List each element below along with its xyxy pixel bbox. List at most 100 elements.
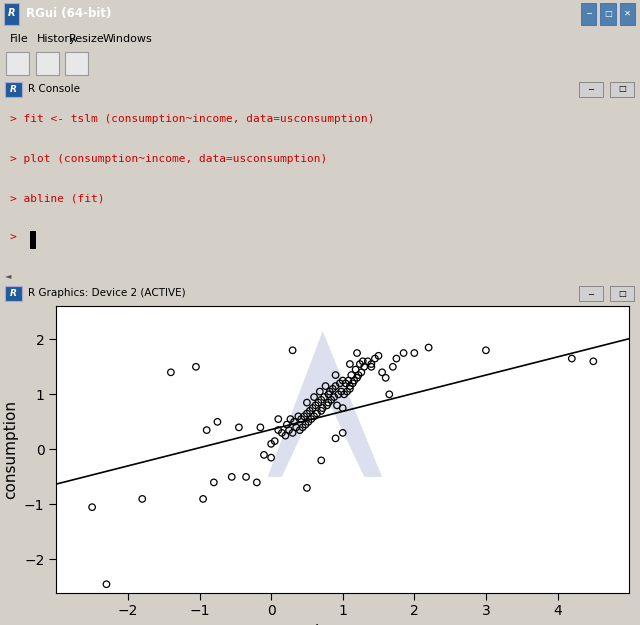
Point bbox=[191, 362, 201, 372]
Point bbox=[302, 483, 312, 493]
Point bbox=[308, 403, 318, 413]
Point bbox=[255, 422, 266, 432]
Point bbox=[321, 381, 331, 391]
FancyBboxPatch shape bbox=[579, 82, 603, 96]
Point bbox=[293, 411, 303, 421]
Point bbox=[409, 348, 419, 358]
Point bbox=[338, 376, 348, 386]
Point bbox=[316, 406, 326, 416]
FancyBboxPatch shape bbox=[6, 52, 29, 75]
Text: □: □ bbox=[604, 9, 612, 18]
Point bbox=[363, 356, 373, 366]
FancyBboxPatch shape bbox=[5, 286, 22, 301]
Point bbox=[306, 414, 316, 424]
Text: □: □ bbox=[618, 289, 626, 298]
Text: > abline (fit): > abline (fit) bbox=[10, 193, 104, 203]
Point bbox=[198, 494, 208, 504]
Point bbox=[312, 409, 322, 419]
FancyBboxPatch shape bbox=[36, 52, 59, 75]
Point bbox=[313, 398, 323, 408]
Text: History: History bbox=[37, 34, 77, 44]
Point bbox=[289, 417, 299, 427]
Point bbox=[424, 342, 434, 352]
Point bbox=[329, 392, 339, 402]
Point bbox=[166, 368, 176, 378]
Point bbox=[330, 381, 340, 391]
FancyBboxPatch shape bbox=[4, 2, 19, 25]
Point bbox=[330, 370, 340, 380]
Point bbox=[359, 362, 369, 372]
Text: R Console: R Console bbox=[28, 84, 80, 94]
Point bbox=[399, 348, 409, 358]
Point bbox=[284, 425, 294, 435]
Polygon shape bbox=[268, 331, 382, 477]
Point bbox=[309, 411, 319, 421]
Text: >: > bbox=[10, 232, 23, 242]
Point bbox=[294, 425, 305, 435]
Point bbox=[391, 354, 401, 364]
Point bbox=[333, 389, 344, 399]
Point bbox=[209, 478, 219, 488]
Point bbox=[276, 428, 287, 438]
Point bbox=[326, 395, 337, 405]
Point bbox=[291, 422, 301, 432]
Point bbox=[322, 401, 332, 411]
Point bbox=[588, 356, 598, 366]
Text: R Graphics: Device 2 (ACTIVE): R Graphics: Device 2 (ACTIVE) bbox=[28, 288, 186, 298]
Bar bbox=[30, 231, 35, 249]
Point bbox=[567, 354, 577, 364]
Text: □: □ bbox=[618, 84, 626, 94]
Point bbox=[366, 362, 376, 372]
Point bbox=[332, 401, 342, 411]
Point bbox=[336, 387, 346, 397]
Point bbox=[346, 370, 356, 380]
Point bbox=[345, 381, 355, 391]
Point bbox=[373, 351, 383, 361]
Point bbox=[316, 395, 326, 405]
Point bbox=[323, 389, 333, 399]
Point bbox=[366, 359, 376, 369]
X-axis label: income: income bbox=[315, 624, 371, 625]
Point bbox=[351, 364, 361, 374]
Point bbox=[381, 372, 391, 382]
FancyBboxPatch shape bbox=[600, 2, 616, 25]
Point bbox=[384, 389, 394, 399]
Point bbox=[234, 422, 244, 432]
Point bbox=[309, 392, 319, 402]
Point bbox=[345, 359, 355, 369]
Text: ─: ─ bbox=[589, 289, 593, 298]
Point bbox=[348, 378, 358, 388]
Point bbox=[319, 392, 329, 402]
Text: R: R bbox=[10, 289, 17, 298]
Point bbox=[328, 384, 338, 394]
Point bbox=[310, 401, 321, 411]
Text: ◄: ◄ bbox=[5, 271, 12, 280]
Point bbox=[282, 419, 292, 429]
Text: ─: ─ bbox=[586, 9, 591, 18]
Text: R: R bbox=[8, 8, 15, 18]
Point bbox=[342, 387, 352, 397]
Point bbox=[358, 356, 368, 366]
FancyBboxPatch shape bbox=[579, 286, 603, 301]
Text: R: R bbox=[10, 84, 17, 94]
Point bbox=[338, 403, 348, 413]
Point bbox=[137, 494, 147, 504]
Point bbox=[252, 478, 262, 488]
Point bbox=[324, 387, 335, 397]
Point bbox=[317, 403, 328, 413]
Point bbox=[298, 422, 308, 432]
Point bbox=[273, 425, 284, 435]
Point bbox=[339, 389, 349, 399]
Text: ─: ─ bbox=[589, 84, 593, 94]
Point bbox=[227, 472, 237, 482]
Point bbox=[345, 384, 355, 394]
Point bbox=[355, 359, 365, 369]
Point bbox=[330, 433, 340, 443]
FancyBboxPatch shape bbox=[65, 52, 88, 75]
Text: ✕: ✕ bbox=[624, 9, 630, 18]
Text: > fit <- tslm (consumption~income, data=usconsumption): > fit <- tslm (consumption~income, data=… bbox=[10, 114, 374, 124]
Text: Windows: Windows bbox=[102, 34, 152, 44]
Point bbox=[388, 362, 398, 372]
Point bbox=[323, 398, 333, 408]
Point bbox=[349, 376, 359, 386]
